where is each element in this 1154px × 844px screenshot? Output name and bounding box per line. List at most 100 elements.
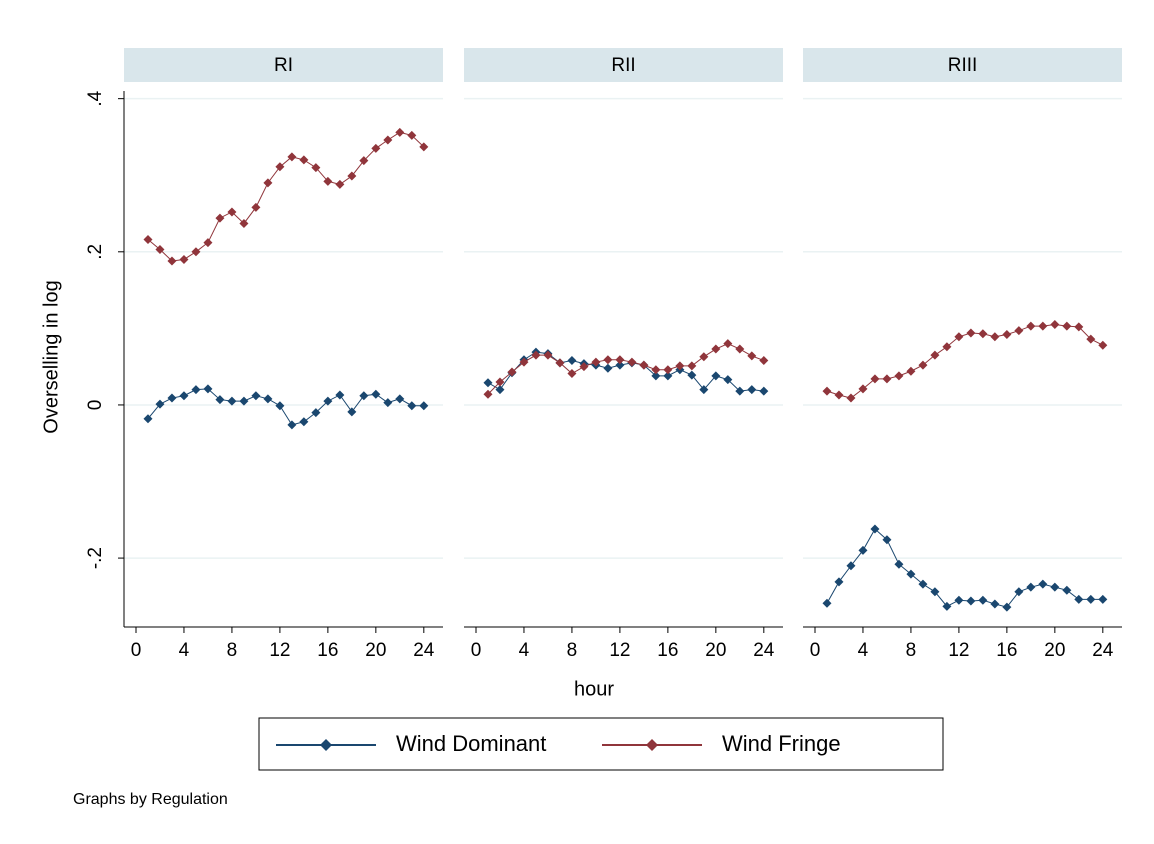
x-tick-label: 16 — [657, 640, 678, 661]
marker — [167, 256, 177, 266]
panel-title: RIII — [948, 55, 978, 76]
marker — [1014, 326, 1024, 336]
marker — [966, 328, 976, 338]
x-tick-label: 20 — [1044, 640, 1065, 661]
marker — [395, 394, 405, 404]
x-tick-label: 12 — [948, 640, 969, 661]
marker — [699, 385, 709, 395]
marker — [179, 254, 189, 264]
marker — [687, 370, 697, 380]
marker — [615, 360, 625, 370]
x-tick-label: 0 — [131, 640, 142, 661]
y-tick-label: .2 — [85, 244, 106, 260]
marker — [990, 332, 1000, 342]
marker — [347, 171, 357, 181]
panel-header — [464, 48, 783, 82]
x-tick-label: 4 — [519, 640, 530, 661]
y-tick-label: 0 — [85, 400, 106, 411]
marker — [942, 601, 952, 611]
marker — [1038, 579, 1048, 589]
marker — [735, 344, 745, 354]
x-tick-label: 12 — [609, 640, 630, 661]
x-tick-label: 20 — [365, 640, 386, 661]
marker — [1074, 322, 1084, 332]
marker — [543, 350, 553, 360]
x-axis-title: hour — [574, 678, 614, 700]
x-tick-label: 4 — [858, 640, 869, 661]
x-tick-label: 0 — [810, 640, 821, 661]
marker — [663, 371, 673, 381]
x-tick-label: 8 — [227, 640, 238, 661]
marker — [675, 361, 685, 371]
marker — [495, 377, 505, 387]
x-tick-label: 0 — [471, 640, 482, 661]
marker — [263, 394, 273, 404]
marker — [1002, 329, 1012, 339]
marker — [978, 595, 988, 605]
marker — [567, 369, 577, 379]
legend-marker — [646, 739, 658, 751]
marker — [495, 385, 505, 395]
legend-label: Wind Dominant — [396, 731, 546, 756]
marker — [747, 351, 757, 361]
marker — [275, 401, 285, 411]
marker — [1050, 320, 1060, 330]
marker — [723, 339, 733, 349]
marker — [918, 579, 928, 589]
x-tick-label: 16 — [317, 640, 338, 661]
x-tick-label: 12 — [269, 640, 290, 661]
marker — [711, 344, 721, 354]
marker — [759, 386, 769, 396]
marker — [555, 358, 565, 368]
x-tick-label: 8 — [567, 640, 578, 661]
marker — [882, 535, 892, 545]
panel-header — [803, 48, 1122, 82]
marker — [1026, 582, 1036, 592]
marker — [311, 163, 321, 173]
marker — [335, 179, 345, 189]
marker — [419, 401, 429, 411]
marker — [603, 355, 613, 365]
marker — [203, 384, 213, 394]
marker — [227, 396, 237, 406]
marker — [275, 162, 285, 172]
marker — [507, 367, 517, 377]
marker — [894, 371, 904, 381]
marker — [239, 396, 249, 406]
marker — [663, 365, 673, 375]
marker — [846, 393, 856, 403]
marker — [483, 389, 493, 399]
marker — [383, 135, 393, 145]
marker — [407, 130, 417, 140]
marker — [155, 399, 165, 409]
marker — [143, 414, 153, 424]
marker — [942, 342, 952, 352]
marker — [371, 143, 381, 153]
marker — [651, 365, 661, 375]
marker — [699, 352, 709, 362]
marker — [1098, 594, 1108, 604]
marker — [954, 332, 964, 342]
marker — [251, 202, 261, 212]
x-tick-label: 8 — [906, 640, 917, 661]
marker — [651, 371, 661, 381]
y-tick-label: .4 — [85, 90, 106, 106]
x-tick-label: 24 — [413, 640, 435, 661]
x-tick-label: 24 — [1092, 640, 1114, 661]
marker — [323, 176, 333, 186]
marker — [483, 378, 493, 388]
marker — [627, 357, 637, 367]
marker — [1062, 321, 1072, 331]
marker — [239, 218, 249, 228]
marker — [203, 238, 213, 248]
note: Graphs by Regulation — [73, 791, 228, 808]
marker — [419, 142, 429, 152]
marker — [579, 362, 589, 372]
marker — [615, 355, 625, 365]
marker — [1074, 594, 1084, 604]
marker — [846, 561, 856, 571]
legend-label: Wind Fringe — [722, 731, 841, 756]
marker — [858, 545, 868, 555]
marker — [1050, 582, 1060, 592]
